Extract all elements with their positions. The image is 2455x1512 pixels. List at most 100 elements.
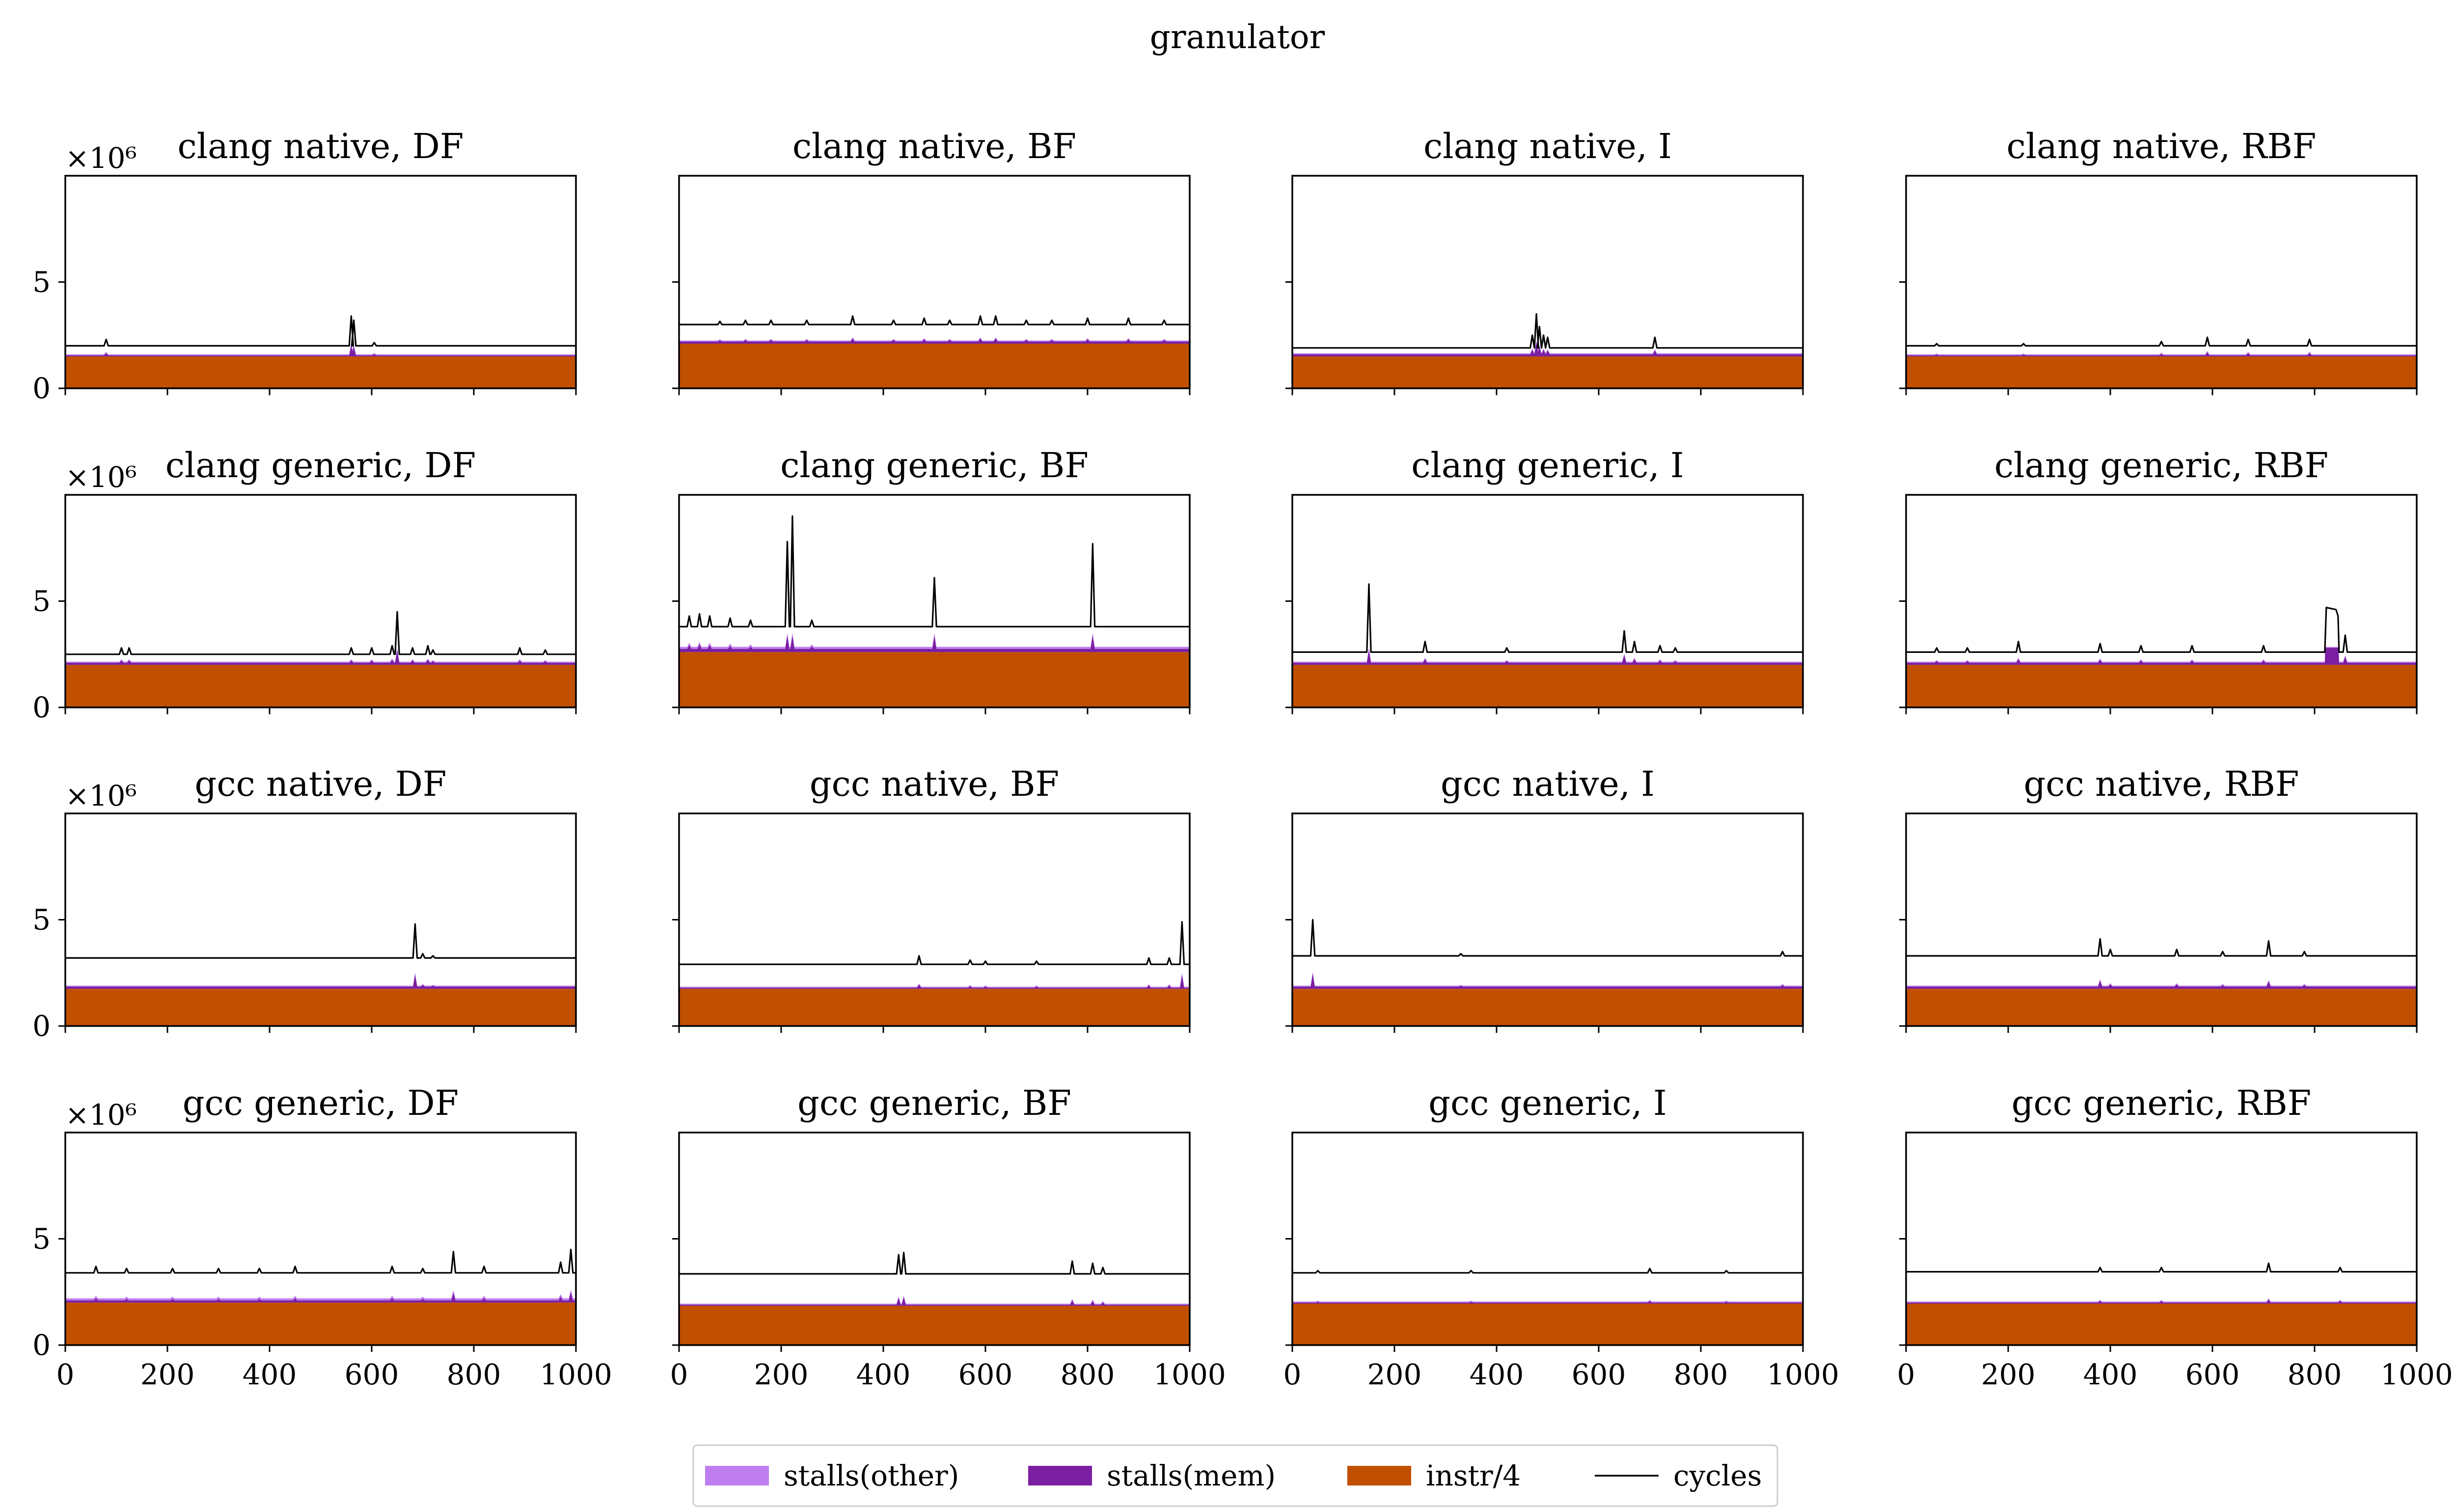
legend: stalls(other) stalls(mem) instr/4 cycles — [692, 1444, 1778, 1507]
instr-area — [65, 356, 576, 388]
y-scale-label: ×10⁶ — [65, 1098, 137, 1132]
panel-clang-generic-rbf: clang generic, RBF — [1899, 445, 2418, 714]
instr-area — [1292, 665, 1803, 707]
stalls-mem-area — [1906, 1299, 2417, 1304]
y-tick-label: 0 — [32, 372, 51, 405]
instr-area — [65, 1302, 576, 1345]
stalls-mem-area — [1906, 648, 2417, 665]
y-tick-label: 0 — [32, 691, 51, 724]
panel-clang-generic-bf: clang generic, BF — [672, 445, 1191, 714]
panel-title: clang generic, I — [1411, 445, 1684, 486]
legend-item-stalls-other: stalls(other) — [705, 1459, 959, 1492]
panel-title: gcc generic, DF — [183, 1083, 459, 1123]
stalls-mem-area — [65, 974, 576, 989]
panel-title: clang generic, BF — [780, 445, 1089, 486]
panel-grid: clang native, DF 0 5 ×10⁶ clang native, BF cl… — [32, 126, 2453, 1391]
stalls-mem-area — [1292, 342, 1803, 356]
instr-area — [1906, 665, 2417, 707]
instr-area — [1906, 1303, 2417, 1345]
x-tick-label: 200 — [754, 1358, 809, 1391]
cycles-line — [1292, 1268, 1803, 1274]
panel-gcc-generic-df: gcc generic, DF 0 200 400 600 800 1000 0 5 ×10⁶ — [32, 1083, 612, 1391]
x-tick-label: 200 — [140, 1358, 195, 1391]
panel-gcc-native-bf: gcc native, BF — [672, 764, 1191, 1033]
stalls-mem-area — [679, 338, 1190, 344]
figure-title: granulator — [1150, 18, 1325, 56]
panel-title: gcc native, RBF — [2024, 764, 2299, 804]
panel-title: gcc native, DF — [195, 764, 447, 804]
cycles-line — [679, 515, 1190, 628]
x-tick-label: 400 — [2083, 1358, 2138, 1391]
panel-clang-generic-i: clang generic, I — [1285, 445, 1804, 714]
x-tick-label: 0 — [1897, 1358, 1915, 1391]
legend-label: stalls(other) — [784, 1459, 959, 1492]
panel-clang-native-df: clang native, DF 0 5 ×10⁶ — [32, 126, 577, 405]
x-tick-label: 400 — [856, 1358, 911, 1391]
instr-area — [679, 652, 1190, 707]
y-tick-label: 5 — [32, 903, 51, 937]
x-tick-label: 800 — [2288, 1358, 2342, 1391]
x-tick-label: 600 — [1572, 1358, 1626, 1391]
x-tick-label: 800 — [1674, 1358, 1728, 1391]
panel-title: clang native, BF — [792, 126, 1076, 166]
legend-swatch — [705, 1466, 769, 1485]
stalls-mem-area — [1906, 980, 2417, 989]
panel-gcc-generic-bf: gcc generic, BF 0 200 400 600 800 1000 — [670, 1083, 1226, 1391]
instr-area — [1292, 356, 1803, 388]
instr-area — [1292, 989, 1803, 1026]
cycles-line — [1292, 583, 1803, 653]
stalls-mem-area — [1292, 650, 1803, 665]
y-tick-label: 0 — [32, 1009, 51, 1043]
instr-area — [65, 665, 576, 707]
y-tick-label: 0 — [32, 1328, 51, 1362]
panel-title: gcc generic, RBF — [2012, 1083, 2311, 1123]
instr-area — [679, 989, 1190, 1026]
x-tick-label: 200 — [1981, 1358, 2036, 1391]
legend-swatch — [1347, 1466, 1411, 1485]
instr-area — [1292, 1303, 1803, 1345]
instr-area — [679, 1305, 1190, 1345]
panel-title: gcc generic, BF — [797, 1083, 1071, 1123]
cycles-line — [1292, 313, 1803, 349]
cycles-line — [65, 315, 576, 347]
stalls-mem-area — [679, 636, 1190, 652]
cycles-line — [1292, 918, 1803, 957]
stalls-other-area — [1906, 979, 2417, 987]
panel-gcc-native-i: gcc native, I — [1285, 764, 1804, 1033]
panel-title: clang generic, DF — [165, 445, 476, 486]
panel-title: gcc native, I — [1441, 764, 1655, 804]
y-tick-label: 5 — [32, 1222, 51, 1256]
panel-clang-native-bf: clang native, BF — [672, 126, 1191, 395]
x-tick-label: 1000 — [1767, 1358, 1839, 1391]
panel-gcc-generic-rbf: gcc generic, RBF 0 200 400 600 800 1000 — [1897, 1083, 2453, 1391]
cycles-line — [1906, 938, 2417, 957]
x-tick-label: 0 — [670, 1358, 688, 1391]
cycles-line — [65, 611, 576, 655]
panel-title: clang generic, RBF — [1994, 445, 2328, 486]
panel-title: gcc native, BF — [810, 764, 1059, 804]
legend-label: stalls(mem) — [1107, 1459, 1276, 1492]
legend-swatch — [1028, 1466, 1092, 1485]
stalls-mem-area — [65, 1292, 576, 1303]
legend-item-instr-4: instr/4 — [1347, 1459, 1521, 1492]
x-tick-label: 800 — [447, 1358, 501, 1391]
cycles-line — [65, 923, 576, 959]
panel-title: clang native, RBF — [2007, 126, 2317, 166]
stalls-mem-area — [65, 650, 576, 665]
x-tick-label: 1000 — [540, 1358, 612, 1391]
panel-title: clang native, DF — [178, 126, 464, 166]
panel-clang-generic-df: clang generic, DF 0 5 ×10⁶ — [32, 445, 577, 724]
x-tick-label: 200 — [1367, 1358, 1422, 1391]
y-tick-label: 5 — [32, 585, 51, 618]
stalls-mem-area — [679, 1297, 1190, 1306]
x-tick-label: 600 — [958, 1358, 1013, 1391]
legend-label: cycles — [1673, 1459, 1762, 1492]
legend-frame — [692, 1444, 1778, 1507]
x-tick-label: 0 — [1283, 1358, 1302, 1391]
instr-area — [65, 989, 576, 1026]
cycles-line — [1906, 606, 2417, 653]
x-tick-label: 400 — [243, 1358, 297, 1391]
stalls-other-area — [1906, 1298, 2417, 1303]
panel-gcc-native-rbf: gcc native, RBF — [1899, 764, 2418, 1033]
stalls-other-area — [1906, 351, 2417, 355]
